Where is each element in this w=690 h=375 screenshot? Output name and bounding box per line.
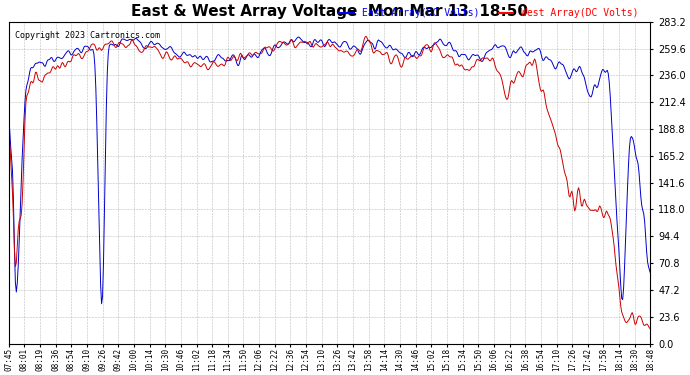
Legend: East Array(DC Volts), West Array(DC Volts): East Array(DC Volts), West Array(DC Volt… <box>335 4 642 22</box>
Title: East & West Array Voltage  Mon Mar 13  18:50: East & West Array Voltage Mon Mar 13 18:… <box>131 4 528 19</box>
Text: Copyright 2023 Cartronics.com: Copyright 2023 Cartronics.com <box>15 32 160 40</box>
